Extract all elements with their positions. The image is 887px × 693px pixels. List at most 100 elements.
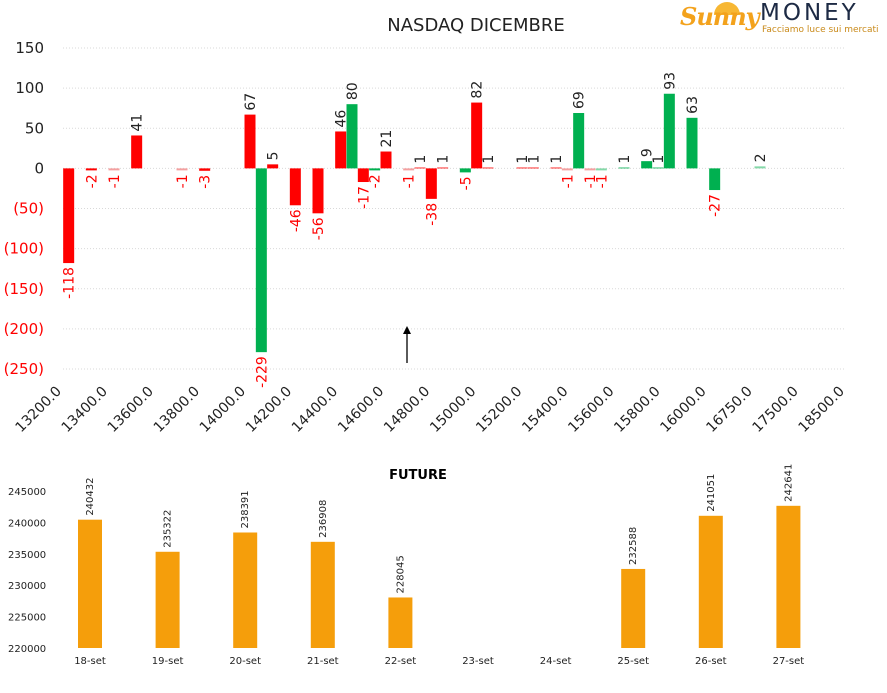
x-tick-label: 26-set (695, 656, 727, 667)
data-label: 5 (266, 151, 282, 160)
bar (686, 117, 698, 169)
y-tick-label: (200) (4, 320, 44, 338)
bar (573, 113, 585, 169)
data-label: 2 (753, 153, 769, 162)
x-tick-label: 23-set (462, 656, 494, 667)
bar (380, 151, 392, 169)
data-label: -1 (583, 174, 599, 188)
data-label: 1 (436, 155, 452, 164)
data-label: 41 (130, 114, 146, 132)
bar (63, 168, 75, 264)
data-label: -118 (62, 267, 78, 299)
data-label: 240432 (85, 477, 96, 515)
data-label: 228045 (395, 555, 406, 593)
y-tick-label: 235000 (8, 550, 46, 561)
x-tick-label: 25-set (617, 656, 649, 667)
bar (663, 93, 675, 169)
nasdaq-chart: NASDAQ DICEMBRE -118-2 -141-1 -367-2295-46… (4, 15, 848, 436)
x-tick-label: 22-set (385, 656, 417, 667)
x-tick-label: 21-set (307, 656, 339, 667)
bar (85, 168, 97, 171)
bar (595, 168, 607, 171)
data-label: 80 (345, 82, 361, 100)
y-tick-label: 50 (25, 119, 44, 137)
bar (267, 164, 279, 169)
y-tick-label: 0 (34, 159, 44, 177)
x-tick-label: 18-set (74, 656, 106, 667)
data-label: 1 (549, 155, 565, 164)
y-tick-label: (50) (13, 200, 44, 218)
bar (471, 102, 483, 169)
bar (584, 168, 596, 171)
bar (312, 168, 324, 214)
bar (414, 167, 426, 169)
data-label: -1 (402, 174, 418, 188)
data-label: 93 (662, 72, 678, 90)
data-label: -2 (368, 174, 384, 188)
sunny-money-logo: Sunny MONEY Facciamo luce sui mercati (676, 0, 887, 40)
bar (527, 167, 539, 169)
bar (550, 167, 562, 169)
logo-tagline: Facciamo luce sui mercati (762, 25, 879, 35)
x-tick-label: 20-set (229, 656, 261, 667)
data-label: 63 (685, 96, 701, 114)
data-label: 21 (379, 130, 395, 148)
bar (776, 505, 801, 648)
bar (652, 167, 664, 169)
data-label: 242641 (783, 464, 794, 502)
y-tick-label: (100) (4, 240, 44, 258)
data-label: -3 (198, 175, 214, 189)
data-label: 1 (651, 155, 667, 164)
y-tick-label: 230000 (8, 581, 46, 592)
data-label: 236908 (318, 500, 329, 538)
data-label: -56 (311, 217, 327, 240)
bar (388, 597, 413, 648)
data-label: 235322 (163, 510, 174, 548)
y-tick-label: 150 (15, 39, 44, 57)
chart-title: FUTURE (389, 468, 447, 483)
bar (244, 114, 256, 169)
data-label: 1 (413, 155, 429, 164)
data-label: -5 (458, 176, 474, 190)
data-label: 1 (481, 155, 497, 164)
x-tick-label: 24-set (540, 656, 572, 667)
bar (233, 532, 258, 648)
bar (78, 519, 102, 648)
bar (403, 168, 415, 171)
logo-sunny-text: Sunny (680, 2, 760, 31)
x-tick-label: 27-set (773, 656, 805, 667)
data-label: -229 (254, 356, 270, 388)
y-tick-label: 220000 (8, 644, 46, 655)
bar (709, 168, 721, 191)
bar (459, 168, 471, 173)
bar (131, 135, 143, 169)
bar (155, 551, 180, 648)
bar (425, 168, 437, 199)
data-label: 232588 (628, 527, 639, 565)
data-label: -17 (356, 186, 372, 209)
bar (346, 104, 358, 169)
data-label: 69 (572, 91, 588, 109)
bar (437, 167, 449, 169)
data-label: -1 (594, 174, 610, 188)
data-label: -46 (288, 209, 304, 232)
bar (176, 168, 188, 171)
x-tick-label: 19-set (152, 656, 184, 667)
bar (369, 168, 381, 171)
data-label: 82 (470, 81, 486, 99)
y-tick-label: 245000 (8, 487, 46, 498)
data-label: -1 (560, 174, 576, 188)
data-label: -1 (175, 174, 191, 188)
bar (621, 568, 646, 648)
bar (108, 168, 120, 171)
data-label: 238391 (240, 490, 251, 528)
data-label: -38 (424, 203, 440, 226)
data-label: 1 (526, 155, 542, 164)
sun-icon (714, 2, 740, 15)
bar (482, 167, 494, 169)
data-label: 9 (640, 148, 656, 157)
bar (255, 168, 267, 353)
bar (289, 168, 301, 206)
y-tick-label: (150) (4, 280, 44, 298)
